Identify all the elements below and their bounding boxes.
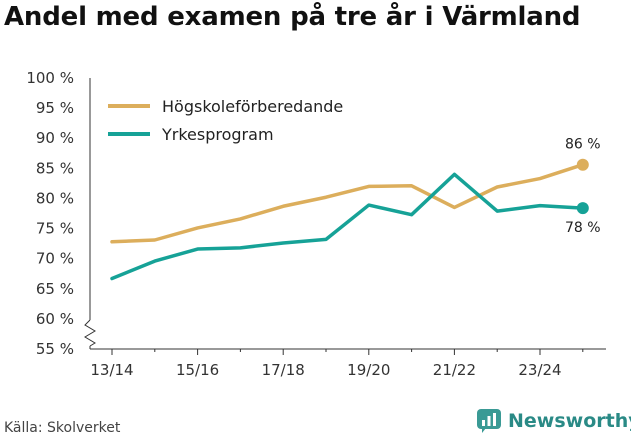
brand: Newsworthy bbox=[476, 408, 631, 434]
data-point bbox=[367, 203, 371, 207]
chart-title: Andel med examen på tre år i Värmland bbox=[4, 2, 581, 32]
data-point bbox=[452, 172, 456, 176]
data-point bbox=[410, 184, 414, 188]
data-point bbox=[367, 184, 371, 188]
legend: Högskoleförberedande Yrkesprogram bbox=[108, 97, 343, 144]
data-point bbox=[238, 246, 242, 250]
data-point bbox=[153, 238, 157, 242]
end-point bbox=[576, 158, 589, 171]
x-tick-label: 19/20 bbox=[347, 361, 390, 379]
data-point bbox=[281, 241, 285, 245]
axis-break-icon bbox=[84, 319, 96, 347]
legend-label: Högskoleförberedande bbox=[162, 97, 343, 116]
x-tick-label: 23/24 bbox=[518, 361, 561, 379]
y-tick-label: 100 % bbox=[26, 69, 74, 87]
end-value-label: 78 % bbox=[565, 220, 601, 236]
data-point bbox=[495, 185, 499, 189]
series-layer: 86 % 78 % bbox=[110, 137, 601, 281]
data-point bbox=[324, 195, 328, 199]
data-point bbox=[238, 217, 242, 221]
data-point bbox=[538, 204, 542, 208]
y-tick-label: 70 % bbox=[36, 250, 74, 268]
x-tick-label: 15/16 bbox=[176, 361, 219, 379]
x-tick-label: 13/14 bbox=[90, 361, 133, 379]
end-value-label: 86 % bbox=[565, 137, 601, 153]
source-note: Källa: Skolverket bbox=[4, 420, 121, 436]
data-point bbox=[196, 247, 200, 251]
data-point bbox=[153, 259, 157, 263]
y-tick-label: 85 % bbox=[36, 159, 74, 177]
data-point bbox=[196, 226, 200, 230]
y-tick-label: 65 % bbox=[36, 280, 74, 298]
y-axis: 55 % 60 % 65 % 70 % 75 % 80 % 85 % 90 % 95 % 100 … bbox=[26, 69, 96, 358]
series-line bbox=[110, 162, 585, 244]
y-tick-label: 80 % bbox=[36, 189, 74, 207]
data-point bbox=[538, 177, 542, 181]
series-line bbox=[110, 172, 585, 281]
data-point bbox=[110, 240, 114, 244]
data-point bbox=[495, 209, 499, 213]
y-tick-label: 60 % bbox=[36, 310, 74, 328]
brand-name: Newsworthy bbox=[508, 410, 631, 432]
data-point bbox=[110, 277, 114, 281]
series-hogskoleforberedande: 86 % bbox=[110, 137, 601, 244]
y-tick-label: 95 % bbox=[36, 99, 74, 117]
series-yrkesprogram: 78 % bbox=[110, 172, 601, 281]
y-tick-label: 90 % bbox=[36, 129, 74, 147]
line-chart: 55 % 60 % 65 % 70 % 75 % 80 % 85 % 90 % 95 % 100 … bbox=[26, 69, 606, 379]
data-point bbox=[324, 237, 328, 241]
data-point bbox=[410, 213, 414, 217]
legend-label: Yrkesprogram bbox=[161, 125, 274, 144]
newsworthy-logo-icon bbox=[477, 409, 501, 433]
y-tick-label: 55 % bbox=[36, 340, 74, 358]
x-tick-label: 17/18 bbox=[262, 361, 305, 379]
x-tick-label: 21/22 bbox=[433, 361, 476, 379]
data-point bbox=[281, 204, 285, 208]
x-axis: 13/14 15/16 17/18 19/20 21/22 23/24 bbox=[90, 348, 606, 379]
y-tick-label: 75 % bbox=[36, 220, 74, 238]
end-point bbox=[576, 202, 589, 215]
data-point bbox=[452, 205, 456, 209]
